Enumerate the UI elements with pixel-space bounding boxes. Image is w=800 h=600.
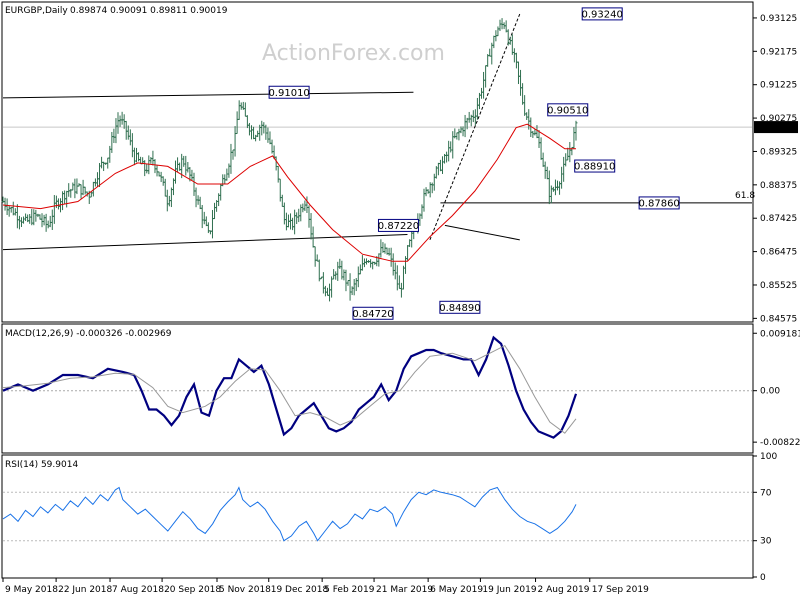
price-y-tick-label: 0.91225 (760, 81, 797, 91)
x-tick-label: 7 Aug 2018 (112, 585, 164, 595)
price-y-tick-label: 0.93125 (760, 14, 797, 24)
lower-channel-line (2, 234, 408, 251)
price-level-box (377, 218, 419, 232)
x-tick-label: 21 Mar 2019 (376, 585, 433, 595)
x-tick-label: 17 Sep 2019 (592, 585, 649, 595)
x-tick-label: 5 Feb 2019 (324, 585, 375, 595)
price-level-label: 0.93240 (582, 9, 623, 20)
rsi-y-tick-label: 30 (760, 537, 772, 547)
rsi-y-tick-label: 0 (760, 573, 766, 583)
price-y-tick-label: 0.86475 (760, 248, 797, 258)
rsi-title: RSI(14) 59.9014 (5, 460, 78, 470)
x-tick-label: 5 Nov 2018 (219, 585, 271, 595)
price-level-box (581, 7, 623, 21)
macd-line (2, 335, 578, 439)
price-level-box (352, 306, 394, 320)
price-y-tick-label: 0.89325 (760, 147, 797, 157)
price-panel-frame (1, 1, 754, 323)
price-level-box (268, 85, 310, 99)
x-tick-label: 19 Jun 2019 (482, 585, 536, 595)
x-tick-label: 2 Aug 2019 (538, 585, 590, 595)
price-level-label: 0.87220 (378, 221, 419, 232)
macd-y-tick-label: 0.00 (760, 387, 780, 397)
upper-channel-line (2, 91, 414, 99)
price-y-tick-label: 0.84575 (760, 314, 797, 324)
moving-average-line (2, 123, 576, 262)
chart-header-symbol: EURGBP,Daily (5, 6, 68, 16)
dashed-rally-line (429, 13, 521, 241)
descending-wedge-line (444, 224, 520, 241)
rsi-line (2, 486, 577, 542)
price-level-box (547, 103, 589, 117)
price-level-label: 0.91010 (268, 88, 309, 99)
rsi-y-tick-label: 70 (760, 488, 772, 498)
macd-signal-line (2, 344, 577, 434)
fib-label: 61.8 (735, 191, 755, 201)
price-level-box (574, 159, 616, 173)
x-tick-label: 22 Jun 2018 (58, 585, 112, 595)
x-tick-label: 20 Sep 2018 (164, 585, 221, 595)
price-level-box (638, 196, 680, 210)
price-y-tick-label: 0.85525 (760, 281, 797, 291)
x-tick-label: 6 May 2019 (430, 585, 483, 595)
price-level-label: 0.84720 (352, 309, 393, 320)
current-price-box (754, 121, 798, 134)
macd-title: MACD(12,26,9) -0.000326 -0.002969 (5, 329, 172, 339)
price-y-tick-label: 0.90275 (760, 114, 797, 124)
price-y-tick-label: 0.87425 (760, 214, 797, 224)
price-y-tick-label: 0.92175 (760, 47, 797, 57)
price-level-label: 0.87860 (638, 198, 679, 209)
price-y-tick-label: 0.88375 (760, 181, 797, 191)
current-price-label: 0.90019 (757, 124, 794, 134)
x-tick-label: 19 Dec 2018 (271, 585, 329, 595)
chart-header-ohlc: 0.89874 0.90091 0.89811 0.90019 (70, 6, 228, 16)
macd-y-tick-label: -0.008225 (760, 438, 800, 448)
rsi-panel-frame (1, 454, 754, 579)
price-level-label: 0.84890 (439, 303, 480, 314)
watermark: ActionForex.com (262, 41, 445, 66)
price-level-label: 0.90510 (547, 105, 588, 116)
price-level-label: 0.88910 (574, 162, 615, 173)
rsi-y-tick-label: 100 (760, 452, 777, 462)
price-level-box (439, 300, 481, 314)
x-tick-label: 9 May 2018 (5, 585, 58, 595)
macd-y-tick-label: 0.009181 (760, 329, 800, 339)
